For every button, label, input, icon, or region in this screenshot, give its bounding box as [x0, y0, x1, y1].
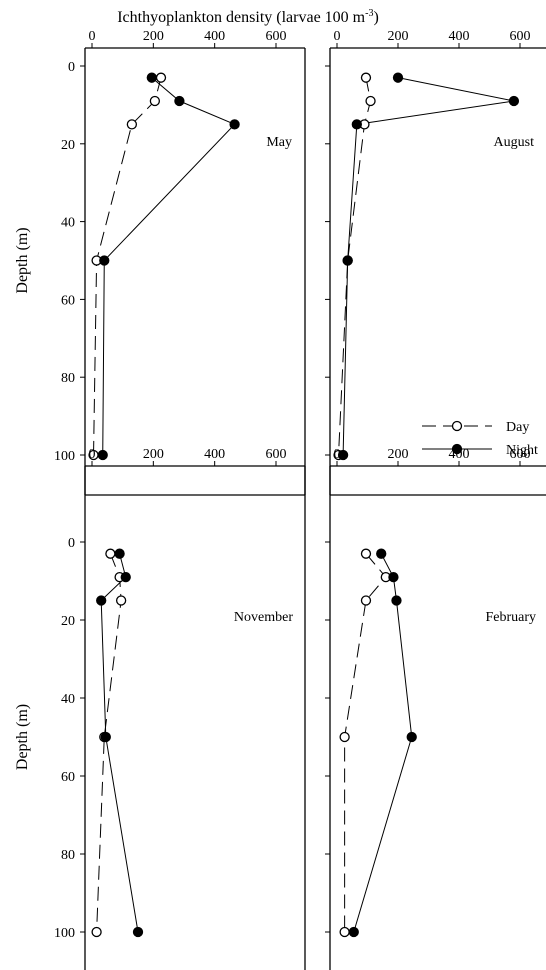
- x-tick-label: 0: [334, 447, 341, 462]
- point-night: [97, 449, 108, 461]
- point-day: [126, 119, 138, 130]
- y-tick-label: 40: [61, 692, 75, 707]
- legend-label: Night: [506, 443, 538, 458]
- point-day: [339, 926, 350, 938]
- point-day: [149, 95, 161, 107]
- panel-may: 0 200 400 600 0 20 40 60 80 100 May Depth (m): [14, 29, 306, 496]
- x-tick-label: 400: [204, 29, 225, 44]
- point-day: [365, 95, 376, 107]
- y-tick-label: 20: [61, 614, 75, 629]
- point-night: [100, 731, 111, 743]
- legend: Day Night: [422, 420, 538, 458]
- point-night: [392, 72, 404, 83]
- legend-item-day: Day: [422, 420, 529, 435]
- point-night: [99, 255, 110, 266]
- x-tick-label: 0: [89, 447, 96, 462]
- x-tick-label: 600: [510, 447, 531, 462]
- point-night: [351, 119, 362, 130]
- y-tick-label: 60: [61, 770, 75, 785]
- legend-item-night: Night: [422, 443, 538, 458]
- series-line-day: [93, 77, 162, 456]
- point-night: [388, 571, 399, 583]
- top-axis-title: Ichthyoplankton density (larvae 100 m-3): [117, 8, 379, 26]
- panel-august: 0 200 400 600 August: [325, 29, 546, 496]
- y-tick-label: 0: [68, 60, 75, 75]
- series-line-day: [338, 77, 372, 456]
- y-tick-label: 60: [61, 293, 75, 308]
- y-axis-title: Depth (m): [14, 227, 31, 293]
- point-day: [155, 72, 167, 83]
- series-line-night: [342, 77, 514, 456]
- x-tick-label: 600: [266, 29, 287, 44]
- x-tick-label: 200: [388, 29, 409, 44]
- point-day: [360, 595, 372, 606]
- y-tick-label: 20: [61, 138, 75, 153]
- series-line-day: [96, 553, 122, 933]
- top-axis-title-main: Ichthyoplankton density (larvae 100 m: [117, 9, 365, 26]
- point-night: [132, 926, 144, 938]
- y-tick-label: 80: [61, 848, 75, 863]
- x-tick-label: 600: [266, 447, 287, 462]
- series-line-night: [102, 77, 236, 456]
- point-night: [406, 731, 417, 743]
- x-tick-label: 200: [143, 29, 164, 44]
- legend-marker: [451, 443, 463, 455]
- x-tick-label: 0: [89, 29, 96, 44]
- panel-title: May: [266, 135, 292, 150]
- series-line-night: [353, 553, 413, 933]
- y-axis-title: Depth (m): [14, 704, 31, 770]
- point-day: [91, 926, 102, 938]
- point-night: [342, 255, 353, 266]
- series-line-night: [100, 553, 139, 933]
- series-line-day: [344, 553, 387, 932]
- x-tick-label: 400: [449, 29, 470, 44]
- point-night: [348, 926, 359, 938]
- point-day: [115, 595, 127, 606]
- point-day: [360, 72, 372, 83]
- point-day: [360, 548, 372, 559]
- x-tick-label: 400: [204, 447, 225, 462]
- panel-november: 0 200 400 600 0 20 40 60 80 100 November Depth (m): [14, 447, 306, 970]
- panel-title: November: [234, 610, 293, 625]
- y-tick-label: 100: [54, 449, 75, 464]
- point-night: [174, 95, 185, 107]
- point-night: [376, 548, 387, 559]
- y-tick-label: 80: [61, 371, 75, 386]
- x-tick-label: 0: [334, 29, 341, 44]
- legend-marker: [451, 420, 463, 432]
- point-day: [105, 548, 116, 559]
- top-axis-title-end: ): [373, 9, 378, 26]
- y-tick-label: 40: [61, 216, 75, 231]
- x-tick-label: 200: [388, 447, 409, 462]
- point-night: [146, 72, 157, 83]
- point-night: [229, 119, 240, 130]
- x-tick-label: 600: [510, 29, 531, 44]
- x-tick-label: 200: [143, 447, 164, 462]
- y-tick-label: 100: [54, 926, 75, 941]
- legend-label: Day: [506, 420, 529, 435]
- point-night: [96, 595, 107, 606]
- point-night: [391, 595, 402, 606]
- top-axis-title-exponent: -3: [365, 8, 373, 19]
- point-night: [114, 548, 125, 559]
- point-night: [120, 571, 131, 583]
- panel-title: August: [494, 135, 535, 150]
- point-day: [339, 731, 350, 743]
- panel-title: February: [485, 610, 536, 625]
- y-tick-label: 0: [68, 536, 75, 551]
- point-night: [508, 95, 520, 107]
- point-night: [337, 449, 349, 461]
